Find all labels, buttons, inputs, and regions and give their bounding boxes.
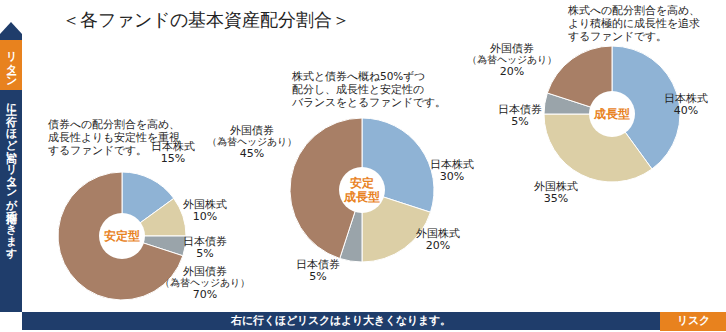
y-axis-note: 上に行くほど高いリターンが期待できます。 xyxy=(3,96,19,263)
stage: ＜各ファンドの基本資産配分割合＞債券への配分割合を高め、成長性よりも安定性を重視… xyxy=(0,0,726,332)
pie-center xyxy=(589,91,635,137)
fund-description: バランスをとるファンドです。 xyxy=(291,96,446,109)
fund-description: するファンドです。 xyxy=(48,144,147,157)
main-title: ＜各ファンドの基本資産配分割合＞ xyxy=(62,9,350,30)
value-label: 15% xyxy=(161,152,185,165)
fund-description: 債券への配分割合を高め、 xyxy=(48,118,180,130)
y-axis-label: リターン xyxy=(3,43,19,82)
value-label: 5% xyxy=(309,270,326,283)
return-label-box xyxy=(0,40,22,90)
pie-group xyxy=(290,118,434,262)
value-label: 5% xyxy=(196,247,213,260)
pie-center xyxy=(339,167,385,213)
value-label: 30% xyxy=(440,170,464,183)
chart-canvas: ＜各ファンドの基本資産配分割合＞債券への配分割合を高め、成長性よりも安定性を重視… xyxy=(0,0,726,332)
category-label: 外国債券（為替ヘッジあり） xyxy=(160,265,250,288)
value-label: 35% xyxy=(544,192,568,205)
risk-arrow xyxy=(22,312,660,330)
x-axis-note: 右に行くほどリスクはより大きくなります。 xyxy=(22,313,660,329)
value-label: 70% xyxy=(193,288,217,301)
value-label: 20% xyxy=(500,65,524,78)
fund-description: 配分し、成長性と安定性の xyxy=(292,83,424,95)
return-arrow xyxy=(0,22,22,312)
risk-label-box xyxy=(660,312,726,331)
fund-description: より積極的に成長性を追求 xyxy=(568,17,700,29)
fund-name: 安定型 xyxy=(104,229,140,243)
value-label: 40% xyxy=(674,104,698,117)
value-label: 10% xyxy=(193,210,217,223)
value-label: 20% xyxy=(426,239,450,252)
x-axis-label: リスク xyxy=(660,313,726,329)
pie-group xyxy=(544,46,680,182)
fund-description: 株式への配分割合を高め、 xyxy=(567,4,700,16)
fund-description: 株式と債券へ概ね50%ずつ xyxy=(291,70,425,83)
category-label: 外国債券（為替ヘッジあり） xyxy=(207,124,297,147)
fund-name: 成長型 xyxy=(593,107,630,121)
value-label: 5% xyxy=(511,115,528,128)
fund-name: 安定成長型 xyxy=(343,176,380,204)
fund-description: するファンドです。 xyxy=(568,30,667,43)
category-label: 外国債券（為替ヘッジあり） xyxy=(467,42,557,65)
pie-center xyxy=(99,213,145,259)
value-label: 45% xyxy=(240,147,264,160)
